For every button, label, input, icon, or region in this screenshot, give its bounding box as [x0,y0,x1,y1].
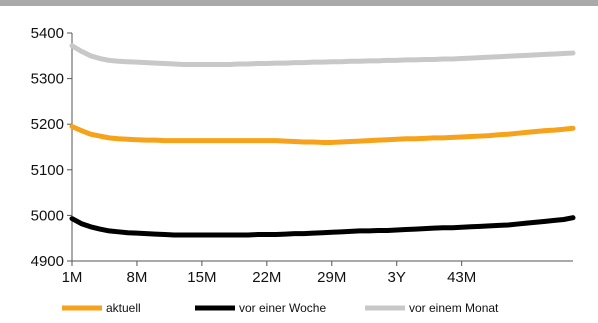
y-tick-label: 5200 [31,116,64,133]
legend-label-0: aktuell [106,301,141,315]
x-tick-label: 22M [252,269,281,286]
legend-label-2: vor einem Monat [409,301,499,315]
y-axis: 4900 5000 5100 5200 5300 5400 [31,25,73,270]
series-line-0 [69,123,576,145]
x-axis: 1M 8M 15M 22M 29M 3Y 43M [62,260,573,286]
y-tick-label: 5300 [31,71,64,88]
top-rule [0,0,598,6]
series-line-2 [69,43,576,67]
x-tick-label: 15M [187,269,216,286]
x-tick-label: 29M [317,269,346,286]
legend-label-1: vor einer Woche [239,301,326,315]
series-lines [69,43,576,238]
x-tick-label: 43M [447,269,476,286]
y-tick-label: 4900 [31,253,64,270]
y-tick-label: 5100 [31,162,64,179]
y-tick-label: 5400 [31,25,64,42]
series-line-1 [69,215,576,238]
x-tick-label: 3Y [388,269,406,286]
legend: aktuell vor einer Woche vor einem Monat [62,301,499,315]
y-tick-label: 5000 [31,207,64,224]
x-tick-label: 8M [127,269,148,286]
x-tick-label: 1M [62,269,83,286]
